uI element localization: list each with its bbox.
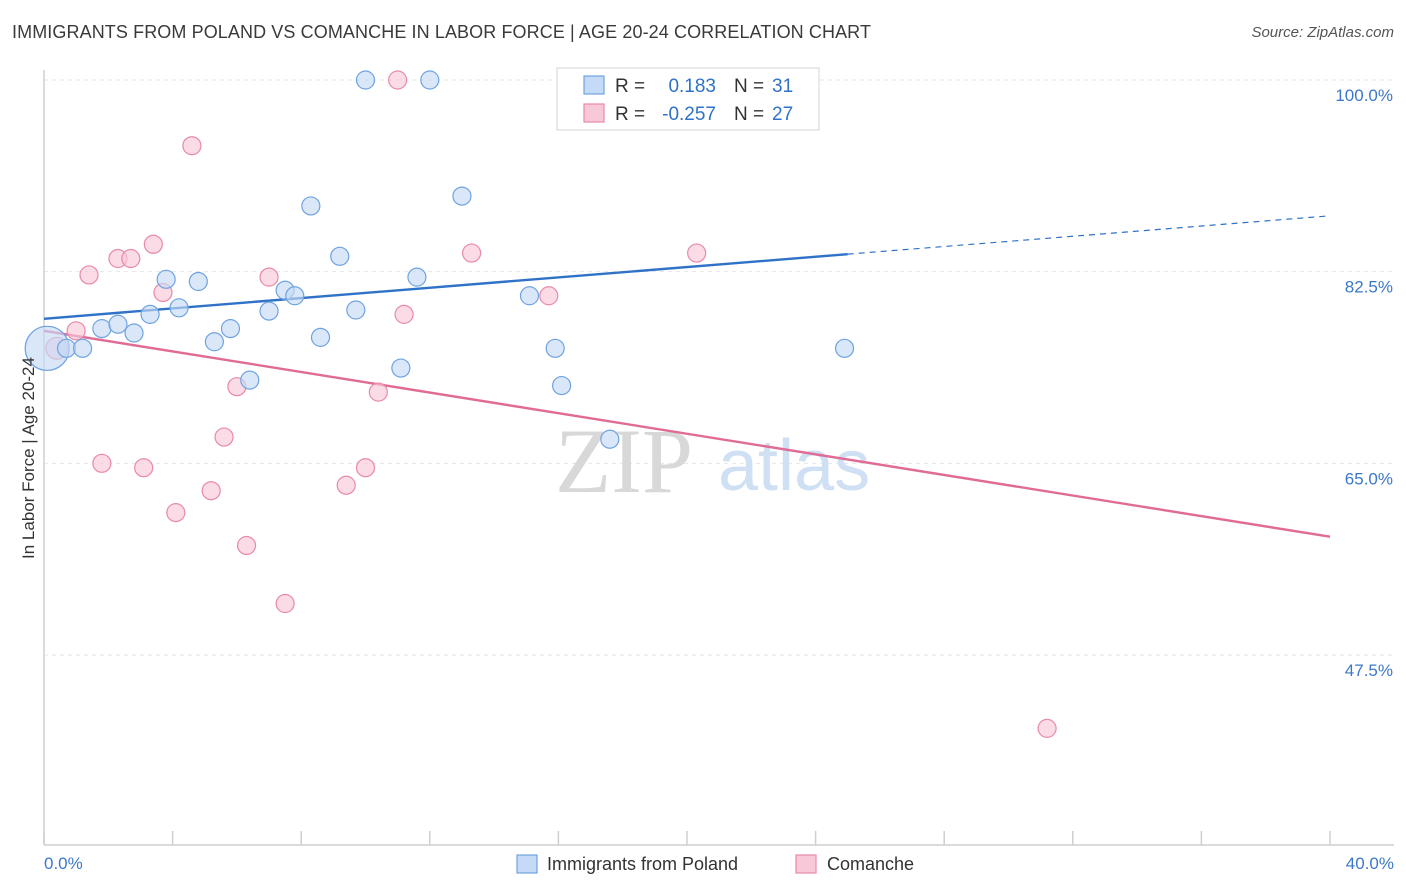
poland-point [310, 327, 331, 347]
y-tick-label: 100.0% [1335, 86, 1393, 105]
poland-point [346, 300, 366, 320]
poland-r-label: R = [615, 76, 645, 97]
legend-label-comanche: Comanche [827, 854, 914, 874]
comanche-point [355, 458, 376, 478]
comanche-point [259, 267, 279, 287]
poland-legend-swatch [583, 75, 605, 95]
y-tick-label: 47.5% [1345, 661, 1393, 680]
comanche-point [368, 382, 388, 402]
poland-points [24, 70, 855, 449]
poland-point [452, 186, 472, 206]
y-tick-label: 65.0% [1345, 469, 1393, 488]
poland-point [220, 319, 241, 339]
poland-point [169, 298, 189, 318]
poland-point [330, 246, 350, 266]
poland-point [204, 332, 224, 352]
comanche-point [143, 234, 163, 254]
comanche-r-value: -0.257 [662, 104, 716, 125]
comanche-point [236, 535, 257, 556]
y-tick-labels: 100.0% 82.5% 65.0% 47.5% [1335, 86, 1393, 680]
comanche-point [166, 503, 186, 523]
poland-point [56, 338, 77, 358]
comanche-point [92, 453, 112, 473]
comanche-point [388, 70, 408, 90]
series-legend: Immigrants from Poland Comanche [516, 854, 914, 874]
comanche-point [121, 248, 141, 269]
x-axis-ticks [43, 831, 1331, 845]
comanche-n-value: 27 [772, 104, 793, 125]
poland-point [188, 271, 208, 292]
comanche-point [394, 304, 414, 324]
comanche-trend-line [43, 329, 1331, 538]
watermark-atlas: atlas [718, 426, 870, 506]
poland-point [259, 301, 279, 321]
comanche-legend-swatch [583, 103, 605, 123]
comanche-points [45, 70, 1057, 738]
poland-point [108, 314, 128, 334]
x-tick-label-max: 40.0% [1346, 854, 1394, 873]
watermark-zip: ZIP [555, 410, 693, 512]
legend-label-poland: Immigrants from Poland [547, 854, 738, 874]
poland-point [600, 429, 620, 449]
y-tick-label: 82.5% [1345, 278, 1393, 297]
y-axis-label: In Labor Force | Age 20-24 [19, 357, 38, 559]
comanche-point [66, 321, 86, 341]
comanche-point [79, 265, 99, 285]
poland-point [519, 286, 540, 306]
poland-n-label: N = [734, 76, 764, 97]
comanche-r-label: R = [615, 104, 645, 125]
comanche-point [275, 593, 295, 614]
comanche-point [134, 458, 154, 478]
poland-point [407, 267, 427, 287]
poland-r-value: 0.183 [668, 76, 716, 97]
source-label: Source: ZipAtlas.com [1251, 24, 1394, 41]
poland-point [301, 196, 321, 216]
poland-point [140, 304, 160, 324]
poland-point [545, 338, 565, 358]
poland-point [834, 338, 855, 358]
comanche-point [687, 243, 707, 263]
poland-point [156, 269, 176, 289]
poland-point [92, 319, 112, 339]
stats-legend: R = 0.183 N = 31 R = -0.257 N = 27 [556, 67, 820, 131]
legend-swatch-comanche [795, 854, 817, 874]
poland-point [391, 358, 411, 378]
grid-lines [44, 79, 1394, 656]
chart-title: IMMIGRANTS FROM POLAND VS COMANCHE IN LA… [12, 22, 872, 42]
comanche-point [182, 136, 202, 156]
legend-swatch-poland [516, 854, 538, 874]
comanche-n-label: N = [734, 104, 764, 125]
poland-point [285, 286, 305, 306]
comanche-point [214, 427, 234, 447]
poland-point [240, 370, 260, 390]
comanche-point [539, 286, 559, 306]
poland-point [552, 375, 572, 396]
poland-n-value: 31 [772, 76, 793, 97]
poland-point [355, 70, 376, 90]
x-tick-label-min: 0.0% [44, 854, 83, 873]
poland-point [124, 323, 144, 343]
comanche-point [201, 481, 221, 501]
poland-trend-dashed-extension [847, 215, 1331, 255]
comanche-point [461, 243, 482, 263]
poland-point [420, 70, 440, 90]
comanche-point [336, 475, 356, 495]
poland-point [72, 338, 93, 358]
comanche-point [1037, 718, 1057, 738]
